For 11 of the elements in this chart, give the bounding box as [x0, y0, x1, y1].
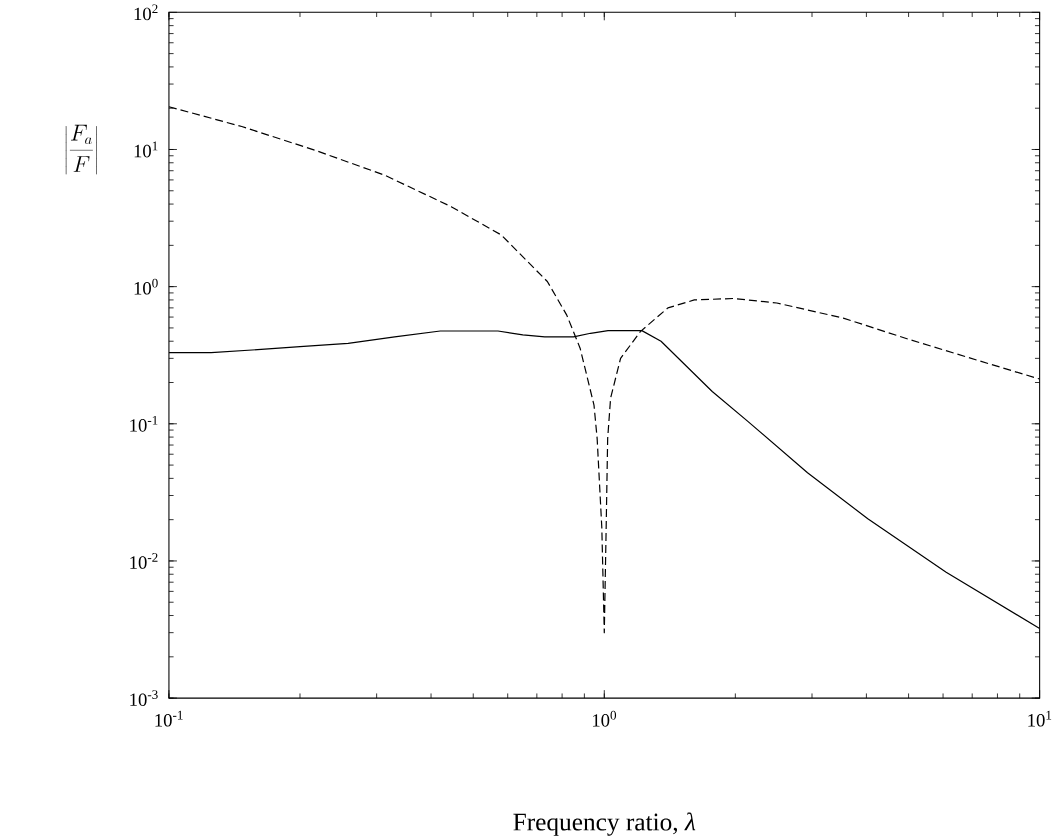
- y-tick-label: 10$^{2}$: [134, 4, 158, 21]
- x-axis-title: Frequency ratio, λ: [513, 812, 696, 836]
- y-axis-title: $\left|\frac{F_a}{F}\right|$: [65, 124, 97, 175]
- y-tick-label: 10$^{-2}$: [130, 552, 158, 569]
- y-tick-label: 10$^{1}$: [134, 141, 158, 158]
- y-tick-label: 10$^{0}$: [134, 278, 158, 295]
- y-tick-label: 10$^{-3}$: [130, 690, 158, 706]
- y-tick-label: 10$^{-1}$: [130, 415, 158, 432]
- x-tick-label: 10$^{-1}$: [155, 710, 183, 727]
- x-tick-label: 10$^{0}$: [592, 710, 617, 727]
- x-tick-label: 10$^{1}$: [1028, 710, 1052, 727]
